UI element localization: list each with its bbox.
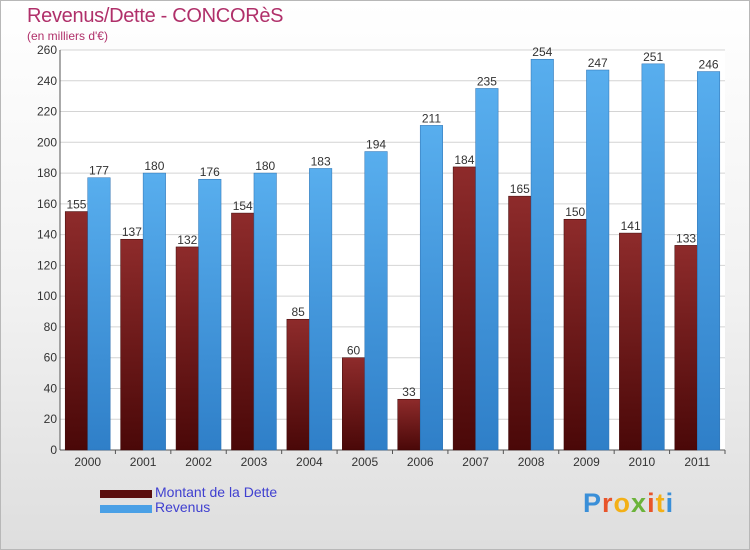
data-label-dette: 137 xyxy=(122,225,142,239)
data-label-dette: 155 xyxy=(66,198,86,212)
data-label-revenus: 235 xyxy=(477,74,497,88)
legend-swatch-revenus xyxy=(100,505,152,513)
proxiti-logo: Proxiti xyxy=(583,488,674,519)
data-label-revenus: 254 xyxy=(532,45,552,59)
chart-subtitle: (en milliers d'€) xyxy=(27,29,108,43)
logo-letter: x xyxy=(631,488,648,518)
data-label-dette: 150 xyxy=(565,205,585,219)
y-tick-label: 120 xyxy=(37,258,57,272)
data-label-dette: 141 xyxy=(621,219,641,233)
bar-revenus xyxy=(586,69,610,451)
bar-revenus xyxy=(419,125,443,451)
bar-dette xyxy=(674,245,698,451)
data-label-revenus: 180 xyxy=(255,159,275,173)
y-tick-label: 200 xyxy=(37,135,57,149)
y-tick-label: 20 xyxy=(44,412,58,426)
x-tick-label: 2003 xyxy=(241,455,268,469)
logo-letter: i xyxy=(647,488,656,518)
logo-letter: t xyxy=(655,488,666,518)
y-tick-label: 0 xyxy=(50,443,57,457)
data-label-revenus: 176 xyxy=(200,165,220,179)
bar-dette xyxy=(397,398,421,451)
data-label-revenus: 246 xyxy=(699,58,719,72)
data-label-dette: 184 xyxy=(454,153,474,167)
bar-revenus xyxy=(142,172,166,451)
bar-dette xyxy=(619,232,643,451)
data-label-dette: 33 xyxy=(402,385,416,399)
x-tick-label: 2010 xyxy=(629,455,656,469)
x-tick-label: 2011 xyxy=(684,455,710,469)
legend-swatch-dette xyxy=(100,490,152,498)
data-label-dette: 154 xyxy=(233,199,253,213)
data-label-revenus: 211 xyxy=(422,111,441,125)
y-tick-label: 100 xyxy=(37,289,57,303)
data-label-dette: 60 xyxy=(347,344,361,358)
bar-dette xyxy=(120,238,144,451)
logo-letter: P xyxy=(583,488,603,518)
logo-letter: i xyxy=(665,488,675,518)
bar-revenus xyxy=(364,151,388,451)
x-tick-label: 2006 xyxy=(407,455,434,469)
data-label-dette: 133 xyxy=(676,231,696,245)
data-label-revenus: 180 xyxy=(144,159,164,173)
x-tick-label: 2007 xyxy=(462,455,489,469)
bar-revenus xyxy=(530,58,554,451)
bar-revenus xyxy=(87,177,111,451)
y-tick-label: 60 xyxy=(44,351,58,365)
legend-label-dette: Montant de la Dette xyxy=(155,484,278,500)
bar-dette xyxy=(286,318,310,451)
x-tick-label: 2004 xyxy=(296,455,323,469)
bar-dette xyxy=(64,211,88,451)
y-tick-label: 180 xyxy=(37,166,57,180)
legend-label-revenus: Revenus xyxy=(155,499,211,515)
x-tick-label: 2001 xyxy=(130,455,157,469)
bar-dette xyxy=(231,212,255,451)
bar-revenus xyxy=(475,88,499,451)
bar-dette xyxy=(175,246,199,451)
y-tick-label: 80 xyxy=(44,320,58,334)
bar-dette xyxy=(563,218,587,451)
bar-revenus xyxy=(309,168,333,451)
bar-dette xyxy=(452,166,476,451)
data-label-revenus: 177 xyxy=(89,164,109,178)
x-tick-label: 2000 xyxy=(74,455,101,469)
data-label-dette: 85 xyxy=(291,305,305,319)
bar-dette xyxy=(508,195,532,451)
data-label-revenus: 251 xyxy=(643,50,663,64)
bar-revenus xyxy=(641,63,665,451)
y-tick-label: 260 xyxy=(37,43,57,57)
data-label-revenus: 183 xyxy=(311,154,331,168)
x-tick-label: 2008 xyxy=(518,455,545,469)
chart-title: Revenus/Dette - CONCORèS xyxy=(27,5,284,27)
y-tick-label: 140 xyxy=(37,228,57,242)
bar-dette xyxy=(342,357,366,451)
y-tick-label: 160 xyxy=(37,197,57,211)
y-tick-label: 40 xyxy=(44,381,58,395)
bar-revenus xyxy=(253,172,277,451)
logo-letter: r xyxy=(602,488,614,518)
data-label-revenus: 247 xyxy=(588,56,608,70)
x-tick-label: 2002 xyxy=(185,455,212,469)
x-tick-label: 2009 xyxy=(573,455,600,469)
plot-area xyxy=(60,50,725,450)
data-label-dette: 132 xyxy=(177,233,197,247)
y-tick-label: 240 xyxy=(37,74,57,88)
bar-revenus xyxy=(697,71,721,451)
x-tick-label: 2005 xyxy=(351,455,378,469)
logo-letter: o xyxy=(613,488,632,518)
bar-revenus xyxy=(198,178,222,451)
y-tick-label: 220 xyxy=(37,105,57,119)
data-label-revenus: 194 xyxy=(366,138,386,152)
data-label-dette: 165 xyxy=(510,182,530,196)
